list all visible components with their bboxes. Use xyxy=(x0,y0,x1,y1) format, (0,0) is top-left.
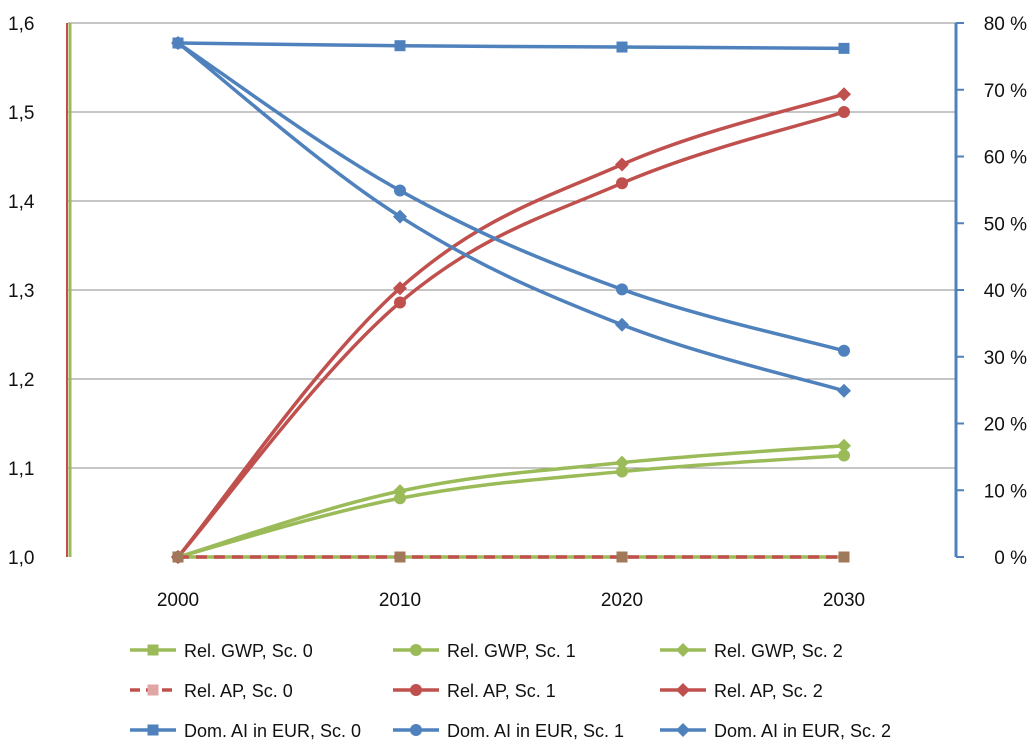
legend-label: Rel. GWP, Sc. 2 xyxy=(714,641,843,661)
y-right-tick-label: 0 % xyxy=(994,548,1027,569)
series-dom-ai-in-eur-sc-2 xyxy=(171,36,851,398)
y-right-tick-label: 80 % xyxy=(984,14,1027,35)
legend-item-dom-ai-in-eur-sc-1: Dom. AI in EUR, Sc. 1 xyxy=(393,721,624,741)
series-rel-ap-sc-1 xyxy=(172,106,850,563)
data-point xyxy=(394,184,406,197)
y-right-tick-label: 40 % xyxy=(984,281,1027,302)
legend: Rel. GWP, Sc. 0 Rel. GWP, Sc. 1 Rel. GWP, … xyxy=(130,641,891,741)
legend-item-rel-ap-sc-1: Rel. AP, Sc. 1 xyxy=(393,681,556,701)
y-right-tick-label: 20 % xyxy=(984,415,1027,436)
legend-label: Rel. AP, Sc. 0 xyxy=(184,681,293,701)
plot-area xyxy=(171,36,851,564)
legend-label: Rel. AP, Sc. 1 xyxy=(447,681,556,701)
series-line xyxy=(176,110,846,559)
series-dom-ai-in-eur-sc-1 xyxy=(172,37,850,357)
y-right-tick-label: 10 % xyxy=(984,481,1027,502)
y-right-tick-label: 30 % xyxy=(984,348,1027,369)
axes: 1,0 1,1 1,2 1,3 1,4 1,5 1,6 0 % 10 % 20 % 30 % 40 %… xyxy=(8,14,1027,611)
data-point xyxy=(394,296,406,309)
series-rel-gwp-sc-1 xyxy=(172,449,850,563)
data-point xyxy=(616,551,628,563)
legend-label: Rel. AP, Sc. 2 xyxy=(714,681,823,701)
data-point xyxy=(837,438,851,453)
data-point xyxy=(615,317,629,332)
x-tick-label: 2030 xyxy=(823,590,865,611)
y-right-tick-label: 50 % xyxy=(984,214,1027,235)
data-point xyxy=(838,106,850,118)
data-point xyxy=(837,383,851,398)
x-tick-label: 2020 xyxy=(601,590,643,611)
legend-label: Rel. GWP, Sc. 0 xyxy=(184,641,313,661)
data-point xyxy=(393,209,407,224)
legend-swatch-marker xyxy=(147,684,159,696)
gridlines xyxy=(68,22,956,469)
x-tick-label: 2000 xyxy=(157,590,199,611)
y-right-tick-label: 60 % xyxy=(984,148,1027,169)
data-point xyxy=(393,281,407,296)
y-left-tick-label: 1,5 xyxy=(8,103,34,124)
series-dom-ai-in-eur-sc-0 xyxy=(172,37,850,54)
data-point xyxy=(616,465,628,478)
legend-item-rel-ap-sc-2: Rel. AP, Sc. 2 xyxy=(660,681,823,701)
legend-label: Dom. AI in EUR, Sc. 1 xyxy=(447,721,624,741)
data-point xyxy=(394,492,406,505)
series-line xyxy=(176,453,846,559)
data-point xyxy=(838,551,850,563)
legend-swatch-marker xyxy=(410,684,422,696)
data-point xyxy=(615,455,629,470)
series-rel-ap-sc-0 xyxy=(172,551,850,563)
data-point xyxy=(837,87,851,102)
series-line xyxy=(176,41,846,393)
data-point xyxy=(171,36,185,51)
legend-item-rel-gwp-sc-0: Rel. GWP, Sc. 0 xyxy=(130,641,313,661)
legend-label: Dom. AI in EUR, Sc. 2 xyxy=(714,721,891,741)
data-point xyxy=(393,484,407,499)
data-point xyxy=(172,551,184,563)
series-line xyxy=(176,444,846,559)
y-left-tick-label: 1,3 xyxy=(8,281,34,302)
y-left-tick-label: 1,6 xyxy=(8,14,34,35)
data-point xyxy=(838,449,850,462)
legend-label: Dom. AI in EUR, Sc. 0 xyxy=(184,721,361,741)
legend-label: Rel. GWP, Sc. 1 xyxy=(447,641,576,661)
legend-swatch-marker xyxy=(410,644,422,656)
legend-item-rel-ap-sc-0: Rel. AP, Sc. 0 xyxy=(130,681,293,701)
legend-item-rel-gwp-sc-1: Rel. GWP, Sc. 1 xyxy=(393,641,576,661)
legend-swatch-marker xyxy=(676,723,690,737)
legend-item-dom-ai-in-eur-sc-0: Dom. AI in EUR, Sc. 0 xyxy=(130,721,361,741)
legend-swatch-marker xyxy=(676,683,690,697)
legend-item-dom-ai-in-eur-sc-2: Dom. AI in EUR, Sc. 2 xyxy=(660,721,891,741)
y-left-tick-label: 1,0 xyxy=(8,548,34,569)
legend-swatch-marker xyxy=(147,644,159,656)
y-right-tick-label: 70 % xyxy=(984,81,1027,102)
data-point xyxy=(615,157,629,172)
data-point xyxy=(838,344,850,357)
data-point xyxy=(616,283,628,296)
y-left-tick-label: 1,4 xyxy=(8,192,35,213)
y-left-tick-label: 1,2 xyxy=(8,370,34,391)
series-rel-gwp-sc-2 xyxy=(171,438,851,564)
x-tick-label: 2010 xyxy=(379,590,421,611)
series-line xyxy=(176,41,846,353)
legend-swatch-marker xyxy=(147,724,159,736)
data-point xyxy=(838,42,850,54)
data-point xyxy=(394,551,406,563)
y-left-tick-label: 1,1 xyxy=(8,459,34,480)
data-point xyxy=(394,40,406,52)
legend-swatch-marker xyxy=(410,724,422,736)
legend-item-rel-gwp-sc-2: Rel. GWP, Sc. 2 xyxy=(660,641,843,661)
series-line xyxy=(176,41,846,51)
data-point xyxy=(616,177,628,190)
data-point xyxy=(616,41,628,53)
series-line xyxy=(176,92,846,559)
legend-swatch-marker xyxy=(676,643,690,657)
